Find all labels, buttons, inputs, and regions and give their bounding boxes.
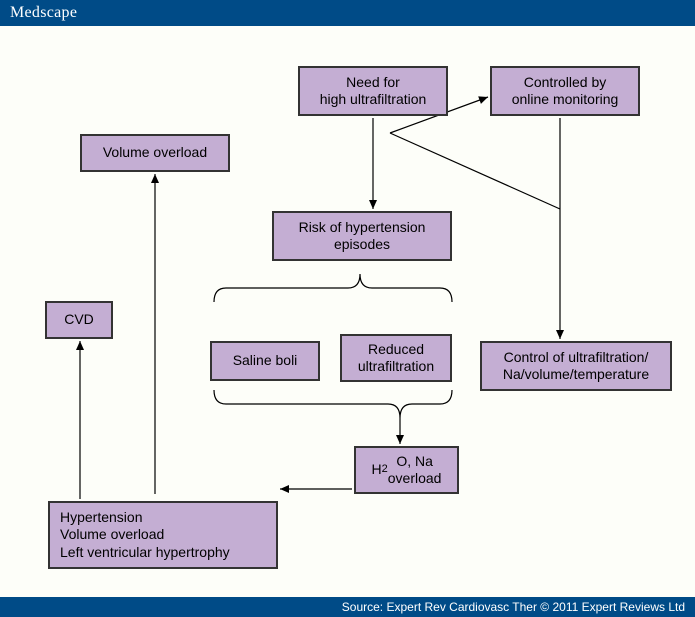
flowchart-node-need: Need forhigh ultrafiltration: [298, 66, 448, 116]
flowchart-node-control: Control of ultrafiltration/Na/volume/tem…: [480, 341, 672, 391]
brand-text: Medscape: [10, 4, 77, 21]
flowchart-node-volume: Volume overload: [80, 134, 230, 172]
flowchart-node-htn: HypertensionVolume overloadLeft ventricu…: [48, 501, 278, 569]
source-footer: Source: Expert Rev Cardiovasc Ther © 201…: [0, 597, 695, 617]
flowchart-node-risk: Risk of hypertensionepisodes: [272, 211, 452, 261]
flowchart-node-reduced: Reducedultrafiltration: [340, 334, 452, 382]
brand-header: Medscape: [0, 0, 695, 26]
diagram-canvas: Need forhigh ultrafiltration Controlled b…: [0, 26, 695, 597]
flowchart-node-h2o: H2O, Naoverload: [354, 446, 459, 494]
source-text: Source: Expert Rev Cardiovasc Ther © 201…: [342, 600, 685, 614]
flowchart-node-saline: Saline boli: [210, 341, 320, 381]
flowchart-node-controlled: Controlled byonline monitoring: [490, 66, 640, 116]
flowchart-node-cvd: CVD: [45, 301, 113, 339]
